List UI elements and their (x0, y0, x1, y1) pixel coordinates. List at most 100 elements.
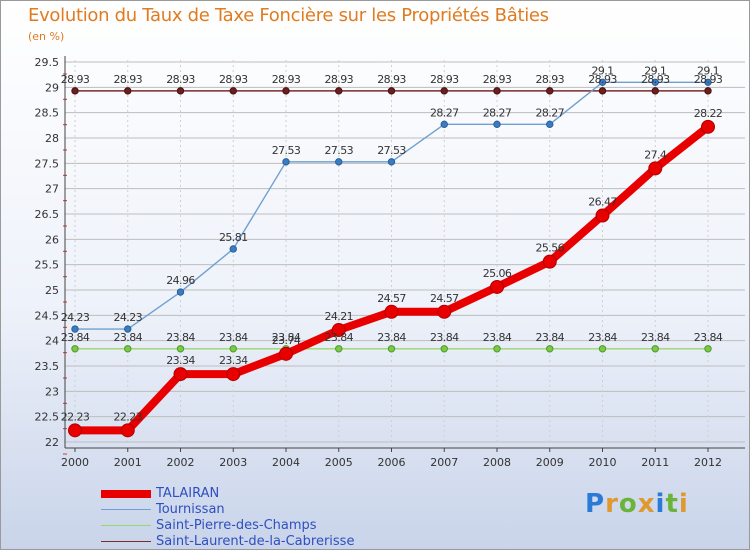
logo-letter: i (655, 489, 666, 519)
logo-letter: t (665, 489, 679, 519)
data-label: 29.1 (697, 64, 719, 77)
proxiti-logo: Proxiti (585, 489, 689, 519)
data-point (124, 325, 132, 333)
data-label: 23.74 (272, 334, 301, 347)
logo-letter: P (585, 489, 606, 519)
x-tick-label: 2009 (536, 456, 564, 469)
y-tick-label: 23.5 (35, 360, 60, 373)
data-label: 23.84 (483, 331, 512, 344)
y-tick-label: 22.5 (35, 411, 60, 424)
y-tick-label: 27.5 (35, 157, 60, 170)
y-tick-label: 29 (45, 81, 59, 94)
y-tick-label: 29.5 (35, 56, 60, 69)
data-label: 28.93 (483, 73, 512, 86)
data-label: 28.27 (536, 106, 565, 119)
data-label: 27.53 (325, 144, 354, 157)
data-label: 23.84 (114, 331, 143, 344)
data-label: 22.23 (61, 410, 90, 423)
series-layer (68, 78, 715, 438)
logo-letter: i (678, 489, 689, 519)
data-label: 27.53 (272, 144, 301, 157)
x-tick-label: 2002 (167, 456, 195, 469)
data-point (282, 87, 290, 95)
data-label: 28.93 (588, 73, 617, 86)
data-point (704, 78, 712, 86)
data-label: 29.1 (644, 64, 666, 77)
data-point (279, 346, 293, 361)
logo-letter: r (605, 489, 619, 519)
data-label: 24.96 (166, 274, 195, 287)
data-point (648, 161, 663, 176)
legend-swatch (101, 541, 151, 543)
x-tick-label: 2003 (219, 456, 247, 469)
legend-swatch (101, 525, 151, 527)
data-point (387, 345, 396, 353)
x-tick-label: 2005 (325, 456, 353, 469)
data-point (542, 254, 557, 269)
data-point (384, 304, 399, 319)
data-label: 23.84 (641, 331, 670, 344)
data-label: 28.93 (430, 73, 459, 86)
data-point (331, 323, 346, 338)
x-tick-label: 2006 (378, 456, 406, 469)
y-tick-label: 25 (45, 284, 59, 297)
data-point (71, 87, 79, 95)
x-tick-label: 2011 (641, 456, 669, 469)
data-label: 23.84 (272, 331, 301, 344)
y-tick-label: 24 (45, 335, 59, 348)
logo-letter: o (618, 489, 638, 519)
data-label: 23.84 (377, 331, 406, 344)
data-label: 23.34 (166, 354, 195, 367)
data-point (335, 87, 343, 95)
y-tick-label: 22 (45, 436, 59, 449)
x-tick-label: 2010 (589, 456, 617, 469)
data-point (651, 87, 659, 95)
axes: 2222.52323.52424.52525.52626.52727.52828… (35, 56, 745, 469)
data-point (440, 345, 448, 353)
data-label: 23.84 (325, 331, 354, 344)
y-tick-label: 28.5 (35, 107, 60, 120)
series-3 (71, 87, 712, 95)
data-label: 23.84 (61, 331, 90, 344)
x-tick-label: 2001 (114, 456, 142, 469)
y-tick-label: 24.5 (35, 309, 60, 322)
data-point (651, 78, 659, 86)
data-label: 28.93 (219, 73, 248, 86)
data-point (651, 345, 659, 353)
x-tick-label: 2012 (694, 456, 722, 469)
data-labels: 28.93 28.93 28.93 28.93 28.93 28.93 28.93 28.93… (61, 64, 724, 423)
y-tick-label: 28 (45, 132, 59, 145)
legend-label: Tournissan (156, 502, 225, 517)
data-point (387, 87, 396, 95)
data-label: 23.84 (219, 331, 248, 344)
data-point (173, 367, 188, 382)
data-point (493, 345, 501, 353)
x-tick-label: 2004 (272, 456, 300, 469)
data-point (387, 158, 396, 166)
data-point (493, 120, 501, 129)
data-label: 27.4 (644, 148, 667, 161)
x-tick-label: 2007 (430, 456, 458, 469)
data-label: 28.93 (377, 73, 406, 86)
data-label: 24.23 (61, 311, 90, 324)
chart-subtitle: (en %) (28, 30, 65, 43)
data-point (229, 87, 237, 95)
data-label: 28.93 (61, 73, 90, 86)
data-label: 25.56 (536, 242, 565, 255)
series-2 (71, 345, 712, 353)
data-label: 26.47 (588, 196, 617, 209)
x-tick-label: 2008 (483, 456, 511, 469)
data-point (176, 288, 185, 296)
data-point (701, 119, 715, 134)
data-label: 23.84 (536, 331, 565, 344)
data-point (120, 423, 135, 438)
data-point (229, 245, 237, 253)
data-point (598, 78, 607, 86)
data-point (493, 87, 501, 95)
data-point (546, 345, 554, 353)
data-point (598, 87, 607, 95)
data-label: 27.53 (377, 144, 406, 157)
data-label: 23.84 (430, 331, 459, 344)
